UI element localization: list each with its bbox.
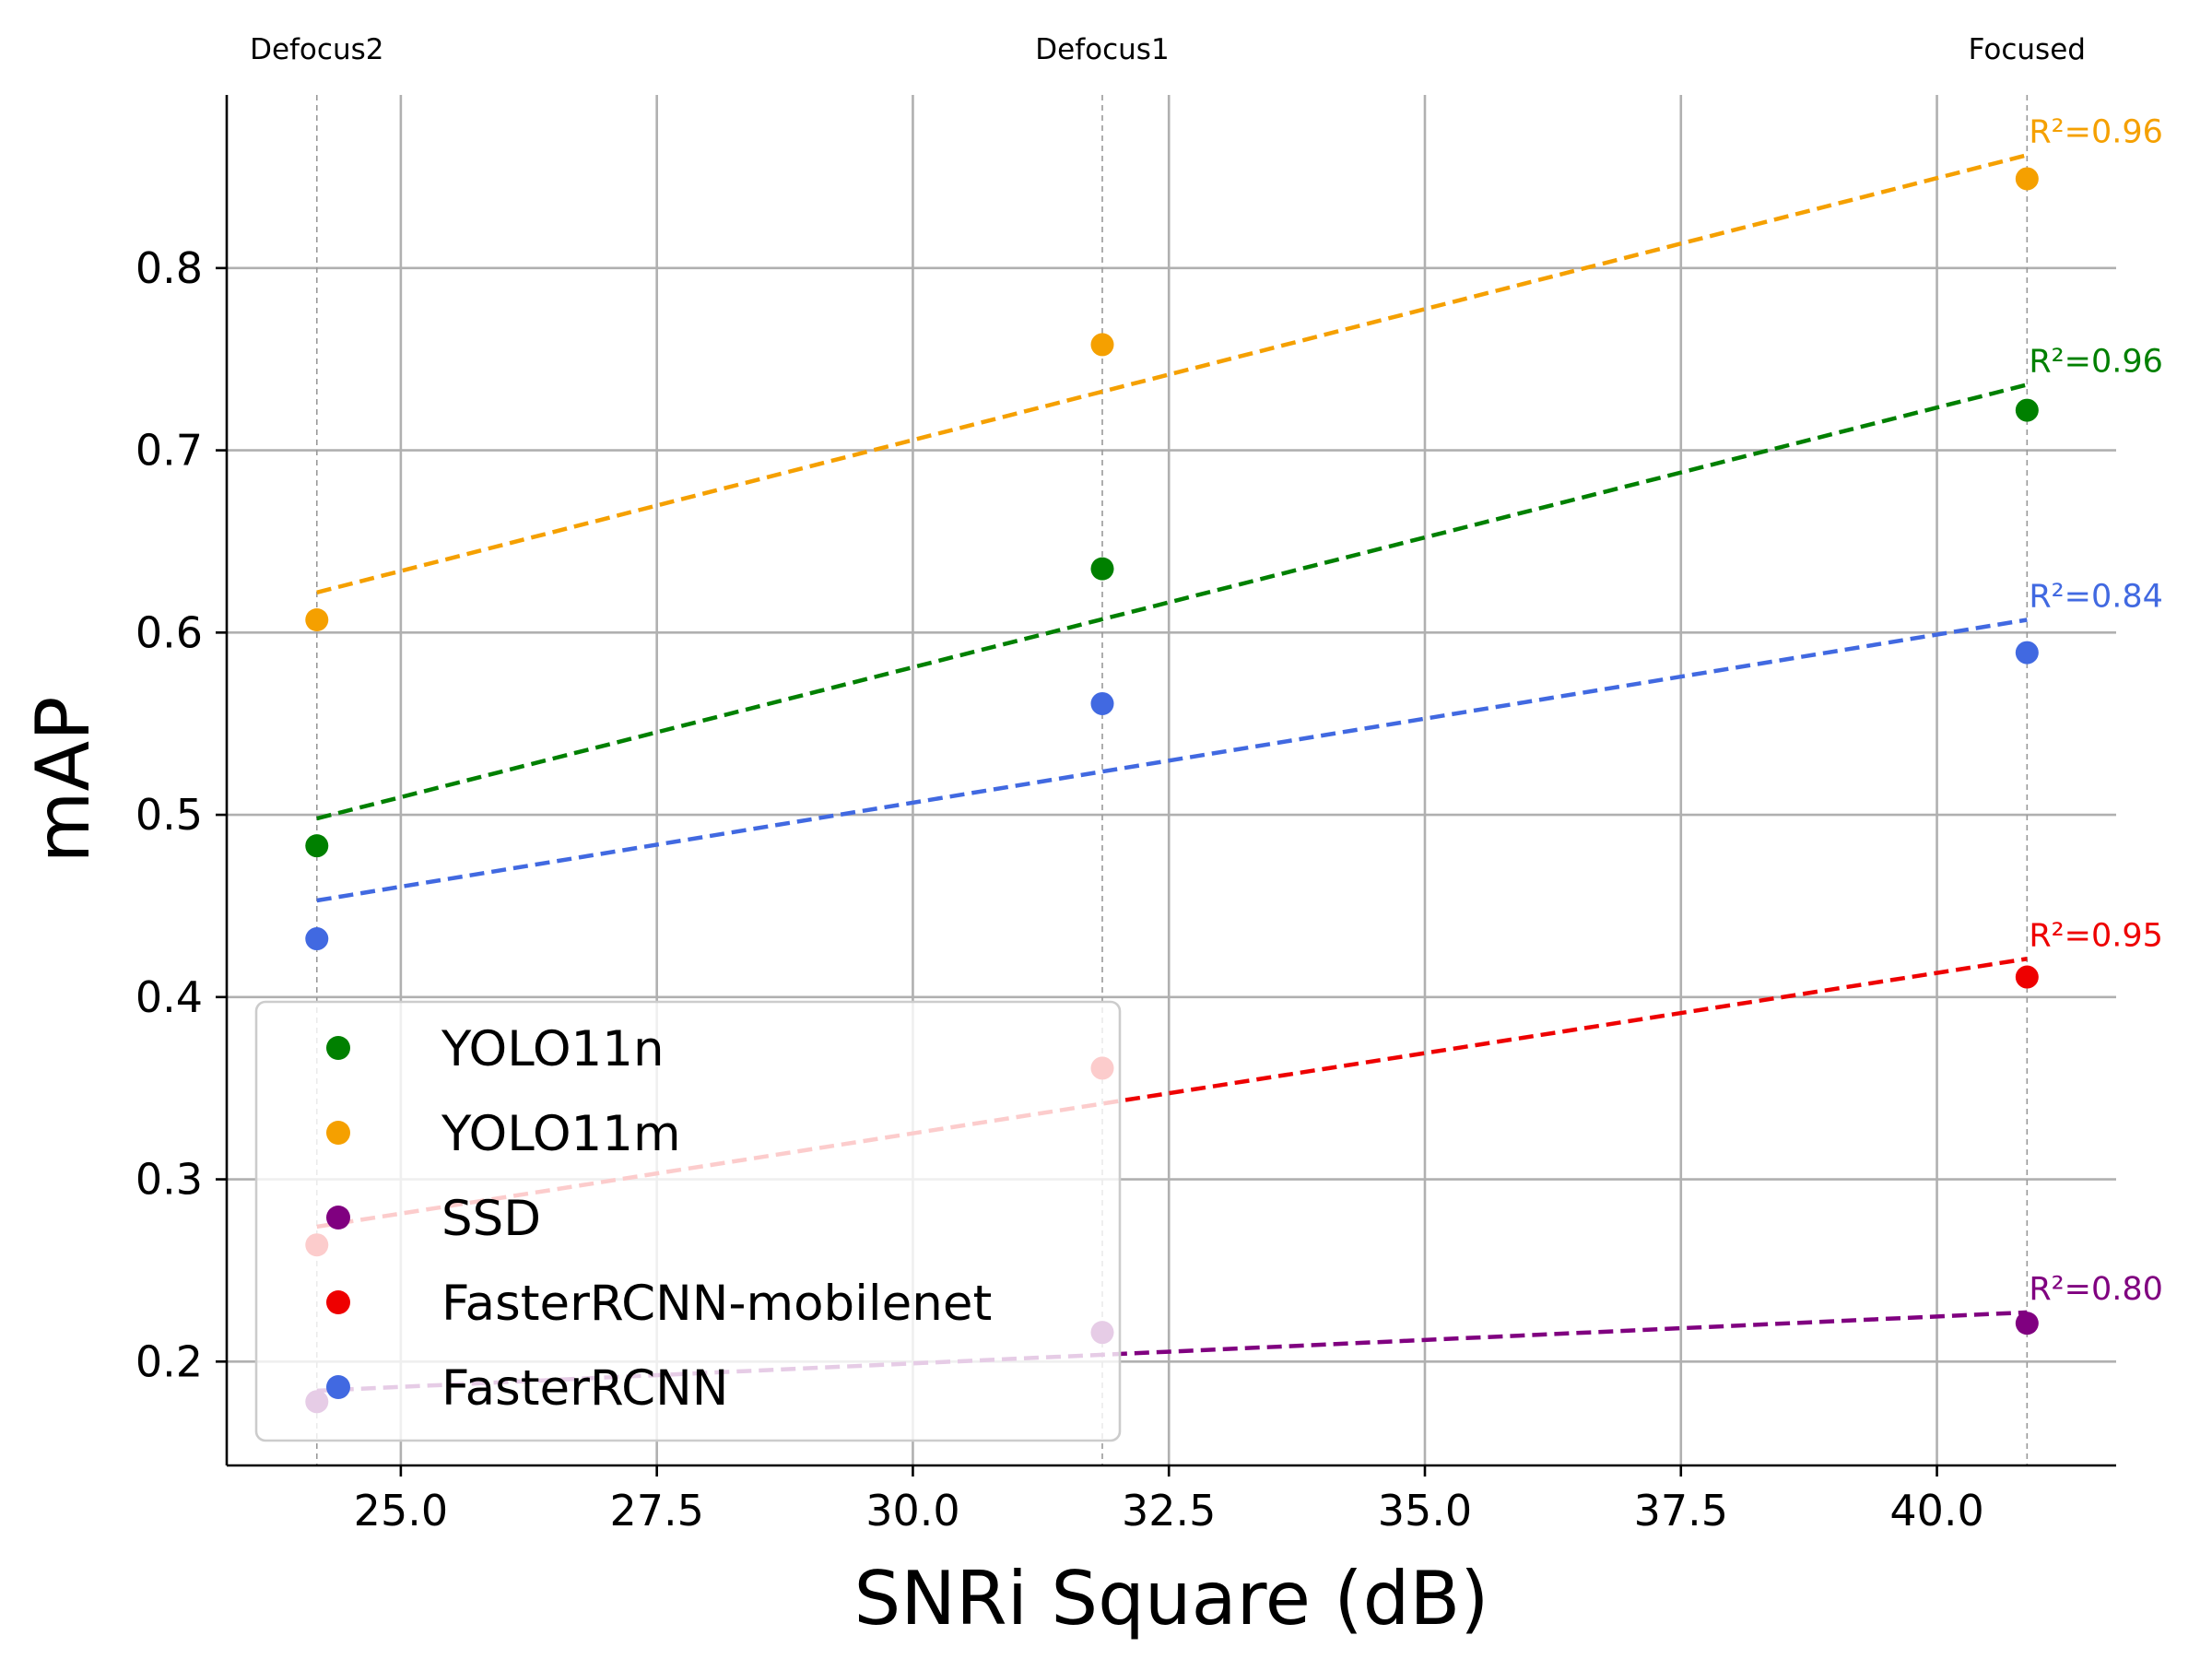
fit-line bbox=[316, 618, 2028, 903]
x-axis-title: SNRi Square (dB) bbox=[853, 1556, 1488, 1641]
data-point bbox=[305, 927, 329, 951]
axes-spines bbox=[225, 95, 2116, 1467]
condition-label: Defocus1 bbox=[1035, 33, 1169, 66]
condition-guide-lines bbox=[315, 95, 2029, 1465]
r2-labels: R²=0.96 R²=0.96 R²=0.80 R²=0.95 R²=0.84 bbox=[2029, 113, 2163, 1308]
y-tick-label: 0.7 bbox=[135, 426, 203, 476]
y-axis-title: mAP bbox=[20, 697, 106, 864]
fit-line bbox=[316, 153, 2028, 595]
fit-line bbox=[316, 382, 2028, 821]
data-point bbox=[1090, 557, 1114, 581]
data-point bbox=[2015, 641, 2039, 665]
legend-marker bbox=[326, 1375, 350, 1399]
data-point bbox=[2015, 167, 2039, 191]
grid-lines bbox=[227, 95, 2116, 1465]
data-point bbox=[305, 834, 329, 858]
x-tick-label: 27.5 bbox=[609, 1486, 703, 1535]
x-tick-label: 35.0 bbox=[1378, 1486, 1472, 1535]
y-tick-label: 0.5 bbox=[135, 790, 203, 840]
condition-labels: Defocus2 Defocus1 Focused bbox=[250, 33, 2086, 66]
legend: YOLO11n YOLO11m SSD FasterRCNN-mobilenet Fas… bbox=[254, 1000, 1122, 1442]
legend-marker bbox=[326, 1206, 350, 1230]
condition-label: Defocus2 bbox=[250, 33, 383, 66]
data-point bbox=[305, 607, 329, 631]
r2-label: R²=0.80 bbox=[2029, 1271, 2163, 1308]
y-tick-label: 0.8 bbox=[135, 243, 203, 293]
data-point bbox=[1090, 691, 1114, 715]
x-tick-label: 32.5 bbox=[1122, 1486, 1216, 1535]
legend-box bbox=[254, 1000, 1122, 1442]
x-tick-label: 25.0 bbox=[354, 1486, 448, 1535]
y-tick-label: 0.2 bbox=[135, 1336, 203, 1386]
data-point bbox=[2015, 1312, 2039, 1335]
condition-label: Focused bbox=[1969, 33, 2086, 66]
y-axis-ticks: 0.2 0.3 0.4 0.5 0.6 0.7 0.8 bbox=[135, 243, 227, 1386]
y-tick-label: 0.6 bbox=[135, 607, 203, 657]
fit-line bbox=[316, 1310, 2028, 1394]
legend-marker bbox=[326, 1290, 350, 1314]
legend-label: SSD bbox=[441, 1191, 541, 1247]
x-tick-label: 30.0 bbox=[865, 1486, 959, 1535]
x-axis-ticks: 25.0 27.5 30.0 32.5 35.0 37.5 40.0 bbox=[354, 1465, 1984, 1535]
legend-label: YOLO11n bbox=[441, 1021, 665, 1077]
y-tick-label: 0.3 bbox=[135, 1155, 203, 1205]
legend-label: YOLO11m bbox=[441, 1106, 681, 1162]
r2-label: R²=0.95 bbox=[2029, 917, 2163, 954]
legend-marker bbox=[326, 1036, 350, 1060]
r2-label: R²=0.96 bbox=[2029, 343, 2163, 380]
data-point bbox=[2015, 965, 2039, 989]
y-tick-label: 0.4 bbox=[135, 972, 203, 1022]
data-point bbox=[1090, 333, 1114, 357]
legend-label: FasterRCNN-mobilenet bbox=[441, 1276, 992, 1332]
x-tick-label: 40.0 bbox=[1889, 1486, 1983, 1535]
r2-label: R²=0.84 bbox=[2029, 578, 2163, 615]
data-point bbox=[2015, 398, 2039, 422]
legend-marker bbox=[326, 1121, 350, 1145]
legend-label: FasterRCNN bbox=[441, 1360, 728, 1417]
r2-label: R²=0.96 bbox=[2029, 113, 2163, 150]
x-tick-label: 37.5 bbox=[1634, 1486, 1728, 1535]
